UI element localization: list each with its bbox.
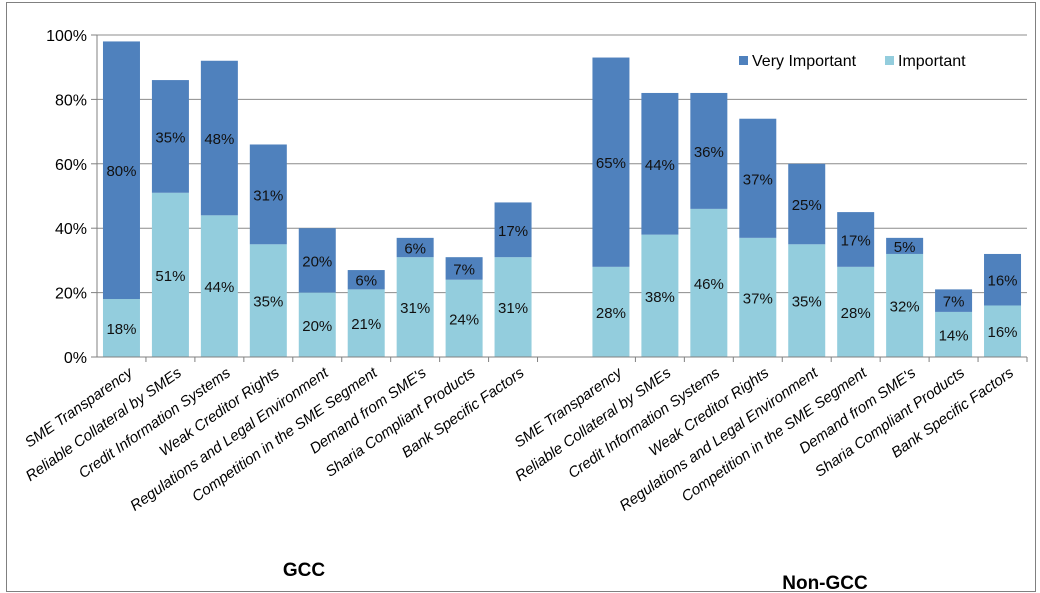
bar-very-important [494,202,532,258]
bar-important [102,299,140,357]
data-label-very-important: 48% [204,131,234,148]
data-label-important: 14% [939,327,969,344]
data-label-important: 18% [106,321,136,338]
y-tick-label: 60% [55,157,87,174]
bar-important [151,192,189,357]
data-label-very-important: 17% [841,232,871,249]
data-label-important: 51% [155,268,185,285]
data-label-important: 38% [645,289,675,306]
bar-important [249,244,287,357]
chart-frame: 0% 20% 40% 60% 80% 100% 18% 80% SME Transparenc… [6,2,1036,593]
bar-important [984,305,1022,357]
data-label-very-important: 80% [106,163,136,180]
data-label-very-important: 6% [355,273,377,290]
y-tick-label: 20% [55,286,87,303]
data-label-important: 21% [351,316,381,333]
legend-swatch [739,56,748,65]
data-label-very-important: 6% [404,241,426,258]
bar-important [935,311,973,357]
y-tick-label: 80% [55,92,87,109]
bar-very-important [886,237,924,254]
group-label: Non-GCC [782,573,868,593]
bar-important [200,215,238,357]
data-label-very-important: 35% [155,129,185,146]
bar-very-important [592,57,630,267]
bar-very-important [200,60,238,216]
data-label-very-important: 25% [792,197,822,214]
bar-important [494,257,532,357]
stacked-bar-chart: 0%20%40%60%80%100% 18%80%SME Transparenc… [22,28,1028,593]
data-label-important: 28% [841,305,871,322]
bar-very-important [102,41,140,300]
bar-very-important [984,253,1022,306]
y-tick-label: 100% [46,28,87,45]
data-label-very-important: 17% [498,223,528,240]
data-label-important: 20% [302,318,332,335]
bar-important [592,266,630,357]
bar-very-important [445,257,483,280]
bar-very-important [298,228,336,293]
y-tick-label: 0% [64,350,87,367]
data-label-very-important: 7% [943,294,965,311]
data-label-important: 31% [400,300,430,317]
group-label: GCC [283,560,326,581]
bar-very-important [347,270,385,290]
data-label-important: 16% [988,324,1018,341]
bars [102,41,1022,357]
data-label-very-important: 5% [894,239,916,256]
bar-very-important [396,237,434,258]
data-label-important: 28% [596,305,626,322]
data-label-very-important: 31% [253,187,283,204]
data-label-very-important: 16% [988,273,1018,290]
bar-very-important [151,80,189,193]
data-label-important: 32% [890,298,920,315]
data-label-important: 37% [743,290,773,307]
bar-important [641,234,679,357]
legend-label: Very Important [752,53,857,70]
legend-swatch [885,56,894,65]
data-label-very-important: 44% [645,157,675,174]
bar-important [396,257,434,357]
data-label-important: 35% [253,294,283,311]
data-label-important: 24% [449,311,479,328]
bar-important [347,289,385,357]
axes: 0% 20% 40% 60% 80% 100% [46,28,1028,367]
legend-label: Important [898,53,966,70]
y-tick-label: 40% [55,221,87,238]
bar-very-important [690,92,728,209]
data-label-important: 44% [204,279,234,296]
data-label-very-important: 7% [453,261,475,278]
bar-very-important [788,163,826,245]
bar-important [739,237,777,357]
data-label-important: 46% [694,276,724,293]
bar-very-important [739,118,777,238]
data-label-very-important: 20% [302,253,332,270]
bar-very-important [249,144,287,245]
data-label-very-important: 36% [694,144,724,161]
bar-important [837,266,875,357]
data-label-important: 35% [792,294,822,311]
data-label-very-important: 65% [596,155,626,172]
bar-important [690,208,728,357]
data-label-very-important: 37% [743,171,773,188]
legend: Very Important Important [739,53,966,70]
bar-important [886,253,924,357]
bar-important [788,244,826,357]
data-label-important: 31% [498,300,528,317]
bar-very-important [935,289,973,312]
bar-important [298,292,336,357]
bar-very-important [641,92,679,235]
bar-important [445,279,483,357]
bar-very-important [837,212,875,267]
